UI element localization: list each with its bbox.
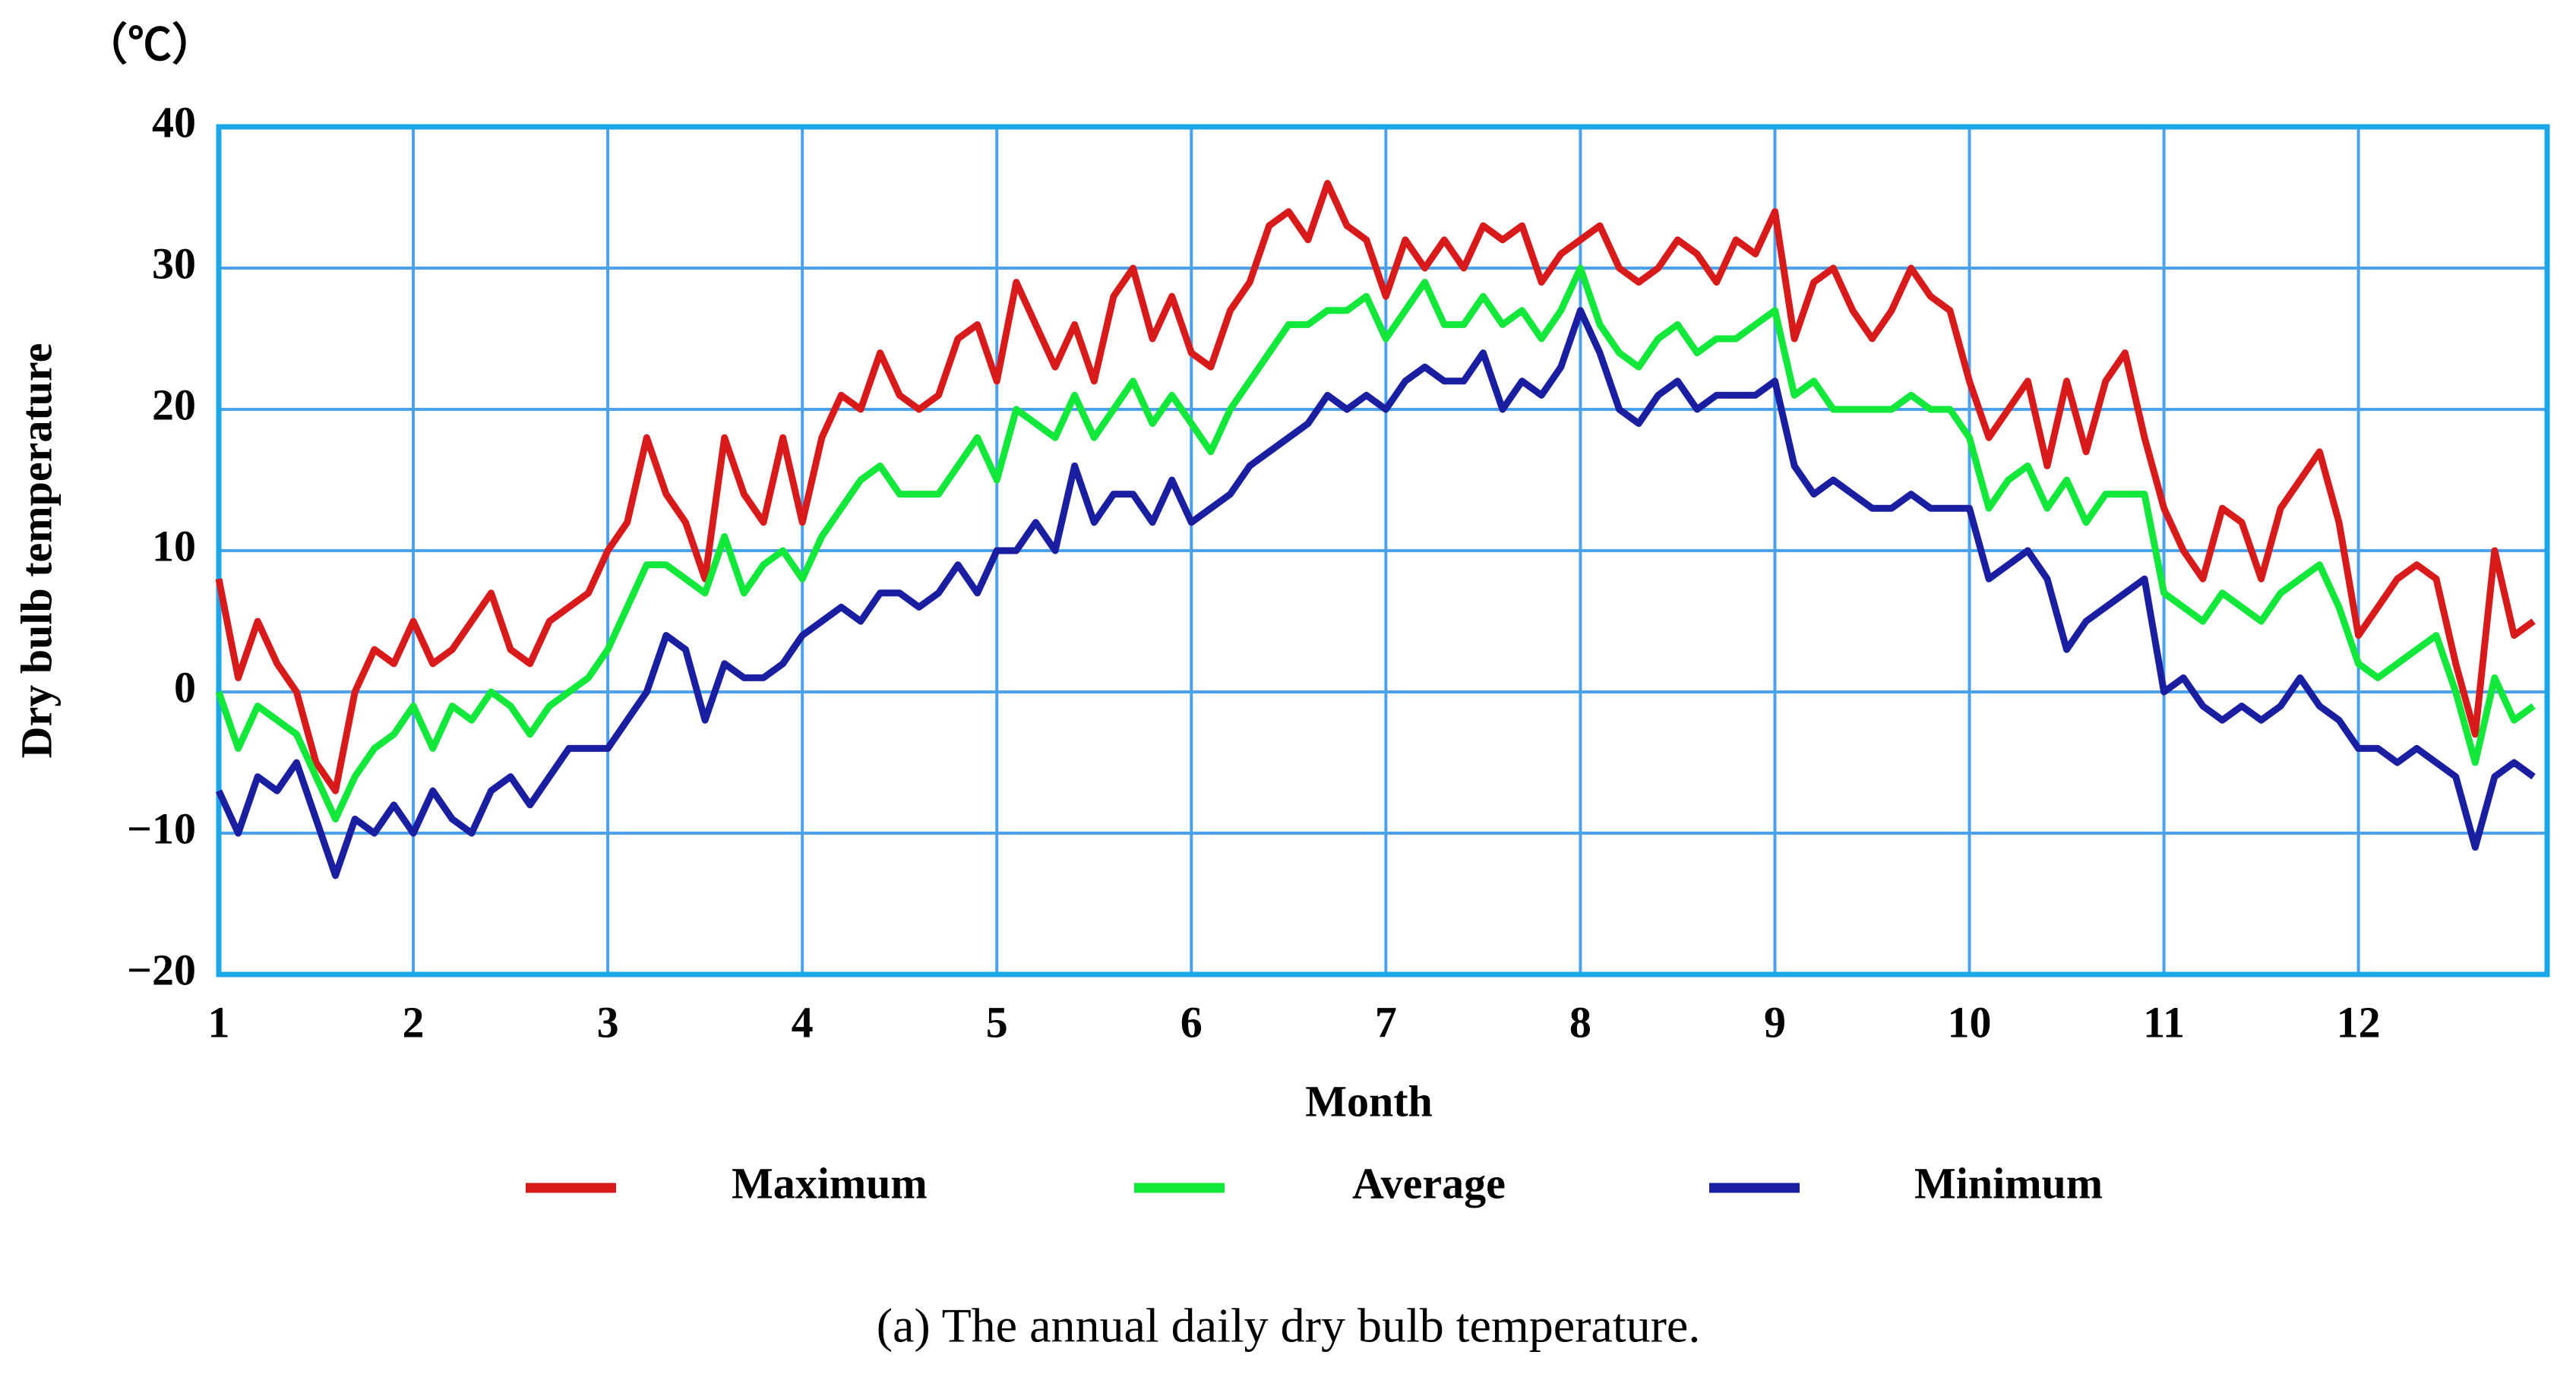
x-tick-label: 2 bbox=[403, 997, 425, 1047]
x-tick-label: 5 bbox=[986, 997, 1008, 1047]
x-tick-label: 10 bbox=[1948, 997, 1992, 1047]
y-axis-label: Dry bulb temperature bbox=[11, 343, 61, 759]
y-tick-label: 10 bbox=[152, 521, 196, 570]
x-tick-label: 9 bbox=[1764, 997, 1786, 1047]
x-tick-label: 4 bbox=[792, 997, 814, 1047]
y-tick-label: 0 bbox=[174, 662, 196, 712]
data-line bbox=[215, 179, 2536, 794]
y-tick-label: −20 bbox=[127, 945, 196, 994]
legend-label: Average bbox=[1352, 1158, 1506, 1208]
data-line bbox=[215, 264, 2536, 823]
legend-label: Maximum bbox=[732, 1158, 928, 1208]
x-tick-label: 7 bbox=[1375, 997, 1397, 1047]
caption: (a) The annual daily dry bulb temperatur… bbox=[877, 1299, 1701, 1353]
x-tick-label: 1 bbox=[208, 997, 230, 1047]
unit-label: （℃） bbox=[84, 20, 216, 69]
x-tick-label: 8 bbox=[1569, 997, 1591, 1047]
plot-frame bbox=[216, 124, 2550, 977]
x-tick-label: 6 bbox=[1181, 997, 1203, 1047]
y-tick-label: 40 bbox=[152, 97, 196, 147]
y-tick-label: 20 bbox=[152, 380, 196, 429]
y-tick-label: −10 bbox=[127, 804, 196, 853]
x-tick-label: 11 bbox=[2143, 997, 2185, 1047]
x-tick-label: 3 bbox=[597, 997, 619, 1047]
y-tick-label: 30 bbox=[152, 238, 196, 288]
x-tick-label: 12 bbox=[2337, 997, 2381, 1047]
legend-label: Minimum bbox=[1914, 1158, 2103, 1208]
data-line bbox=[215, 307, 2536, 880]
x-axis-label: Month bbox=[1305, 1076, 1433, 1126]
